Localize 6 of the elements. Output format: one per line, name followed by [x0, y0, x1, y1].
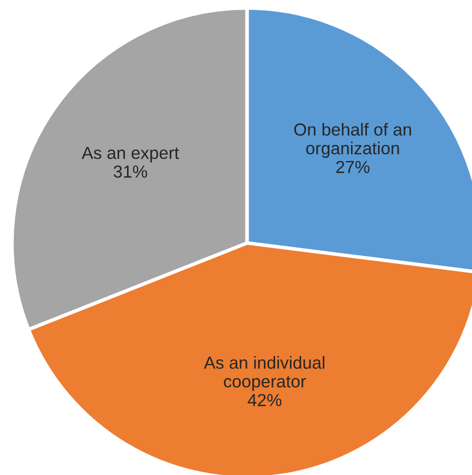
- data-label: 27%: [336, 160, 370, 174]
- slice-label: As an expert: [82, 146, 179, 162]
- slice-label: On behalf of an organization: [294, 122, 412, 158]
- data-label: 31%: [114, 165, 148, 178]
- slice-label: As an individual cooperator: [204, 356, 324, 391]
- data-label: 42%: [248, 394, 282, 406]
